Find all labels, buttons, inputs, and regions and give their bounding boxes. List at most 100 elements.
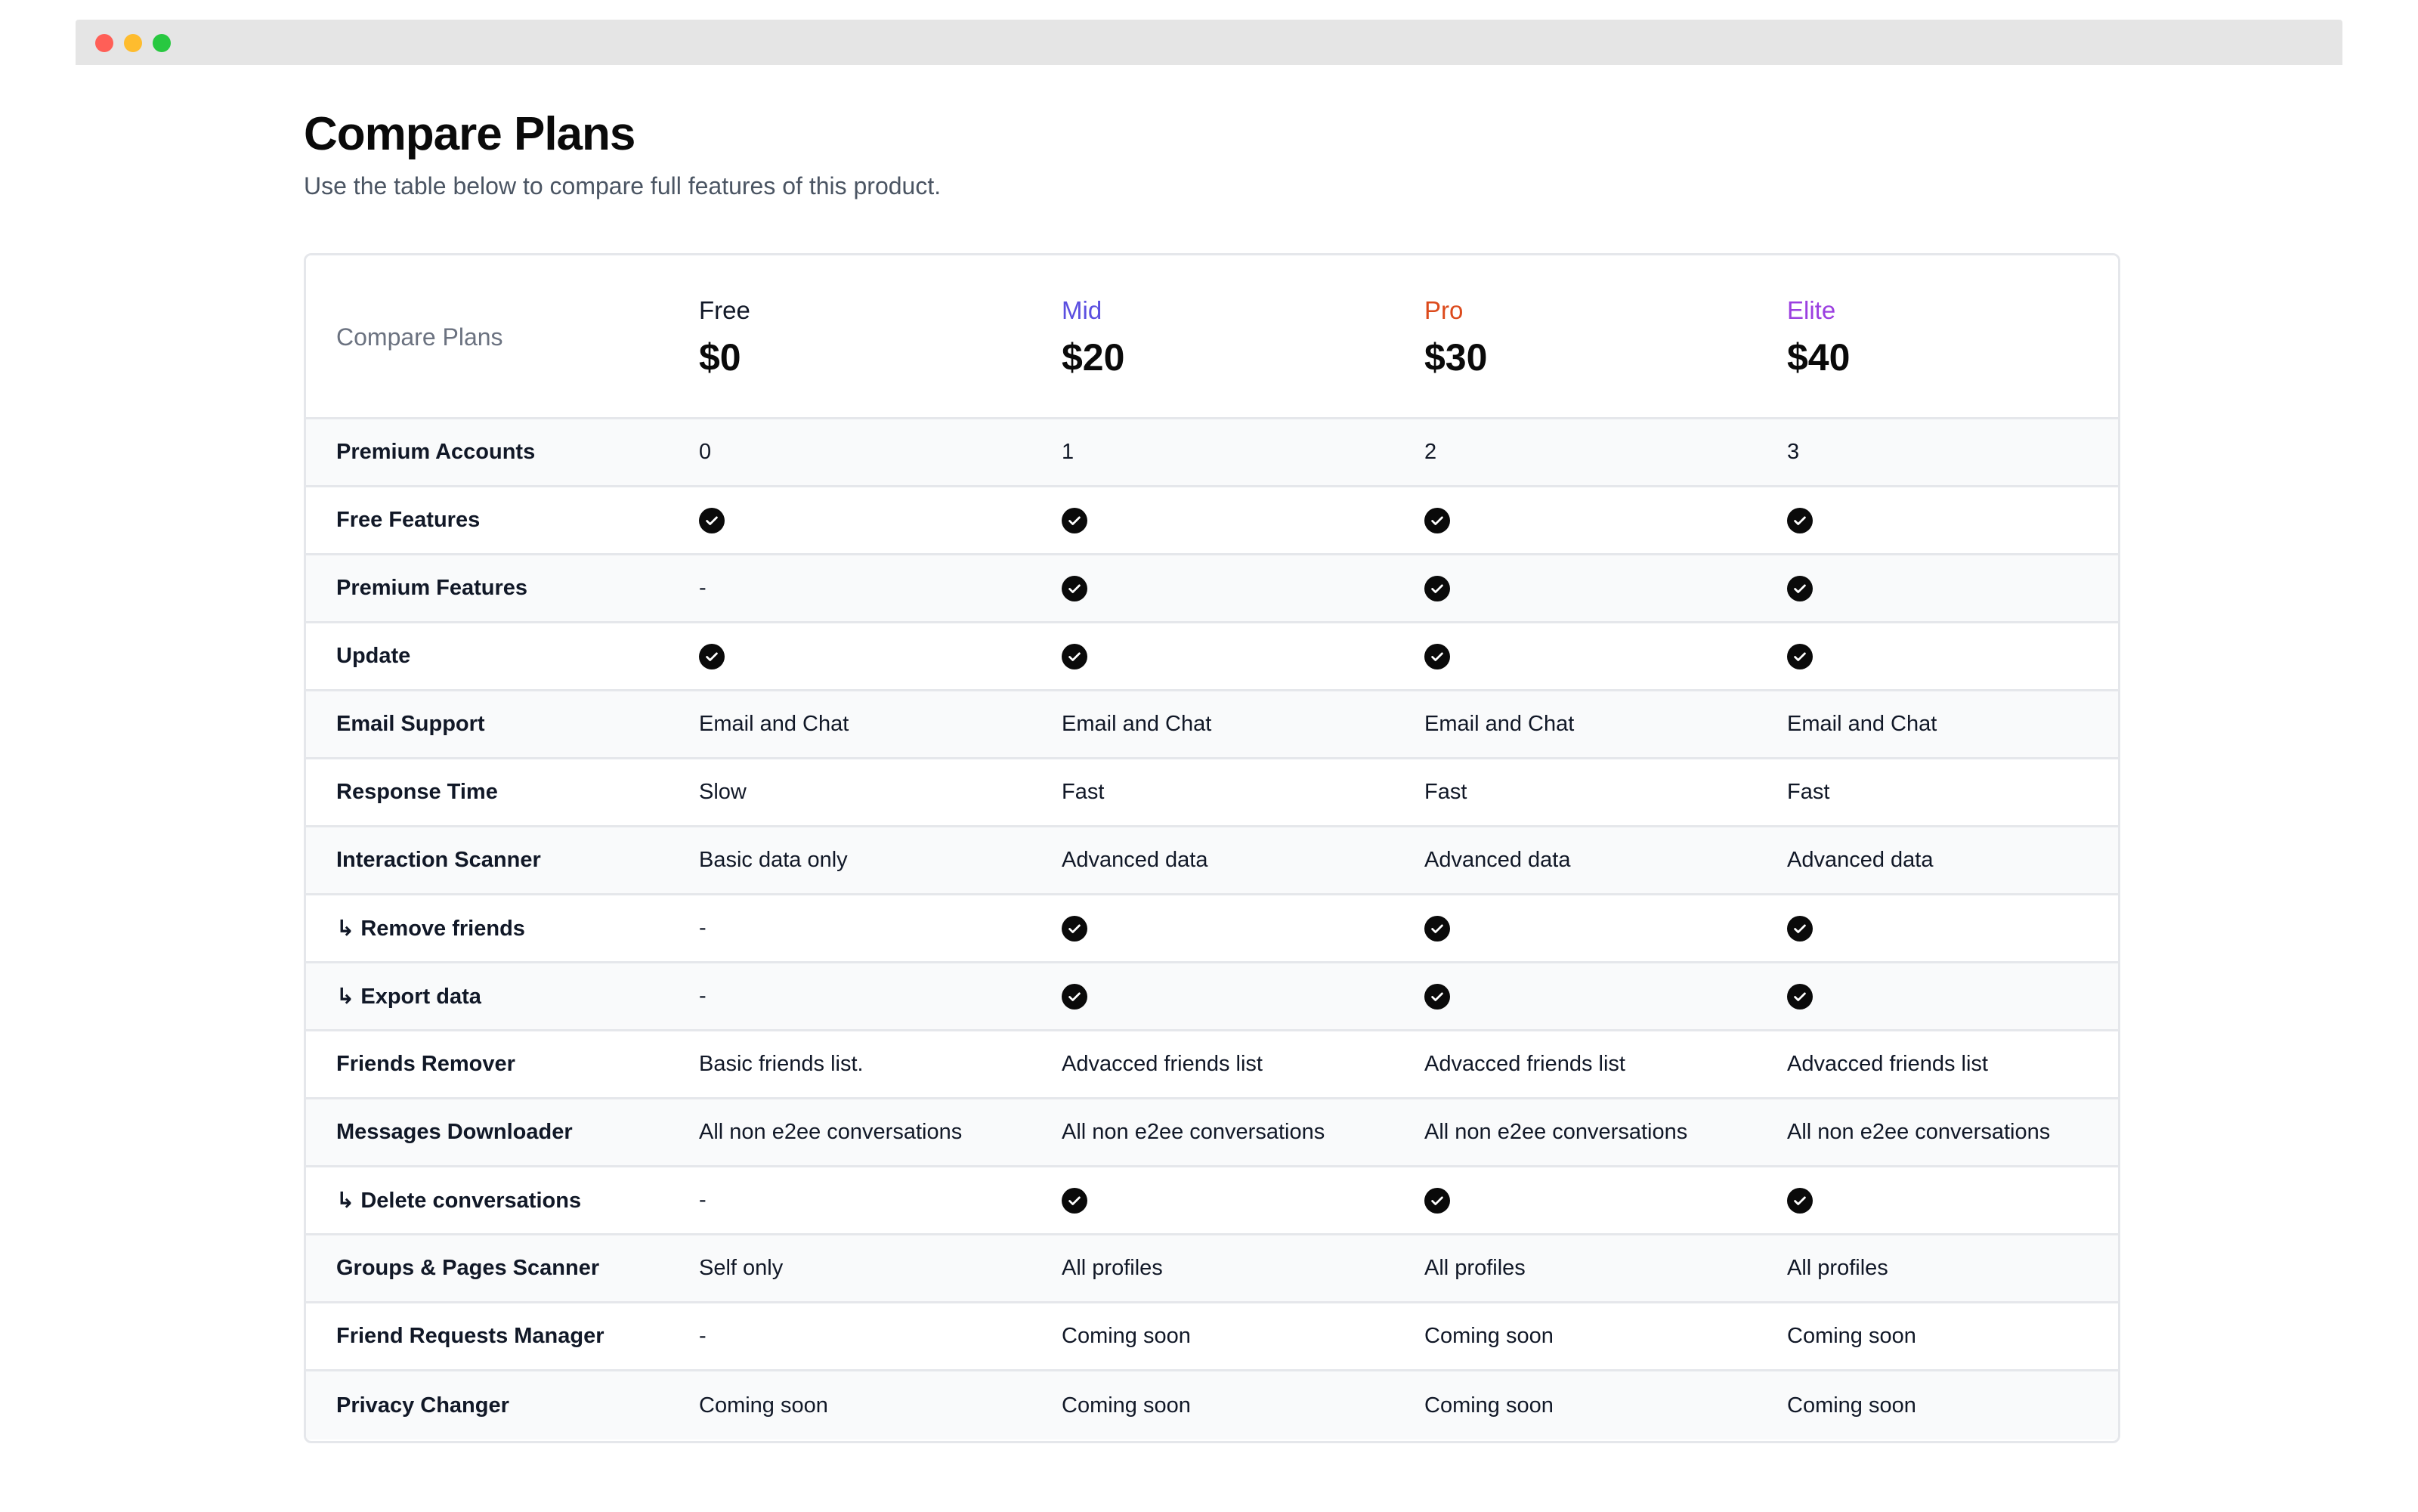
page-title: Compare Plans xyxy=(304,108,635,160)
feature-cell-value: Email and Chat xyxy=(1424,712,1575,736)
feature-cell-value: - xyxy=(699,1188,707,1212)
table-row: Premium Features - xyxy=(306,555,2118,623)
check-circle-icon xyxy=(1787,507,1813,533)
feature-cell-value: - xyxy=(699,916,707,940)
close-window-icon[interactable] xyxy=(95,34,113,52)
feature-cell-included xyxy=(1062,555,1087,621)
feature-cell-value: Coming soon xyxy=(1062,1324,1191,1348)
maximize-window-icon[interactable] xyxy=(153,34,171,52)
check-circle-icon xyxy=(1787,915,1813,942)
feature-cell-value: Fast xyxy=(1062,780,1105,804)
feature-cell-included xyxy=(1062,1167,1087,1233)
feature-cell-value: Email and Chat xyxy=(1062,712,1212,736)
plan-price: $0 xyxy=(699,336,741,379)
table-row: Free Features xyxy=(306,487,2118,555)
check-circle-icon xyxy=(1787,983,1813,1010)
table-row: ↳ Export data - xyxy=(306,963,2118,1031)
feature-cell-included xyxy=(1787,895,1813,961)
check-circle-icon xyxy=(1424,575,1450,601)
feature-cell-value: Self only xyxy=(699,1256,784,1280)
plan-price: $40 xyxy=(1787,336,1851,379)
feature-cell-included xyxy=(1062,895,1087,961)
feature-cell-included xyxy=(1424,623,1450,689)
feature-cell-value: Coming soon xyxy=(1424,1393,1554,1418)
feature-cell-value: Slow xyxy=(699,780,747,804)
feature-cell-value: 0 xyxy=(699,440,712,464)
table-row: Friend Requests Manager - Coming soon Comin… xyxy=(306,1303,2118,1371)
feature-label: Interaction Scanner xyxy=(336,848,541,872)
feature-label: Friends Remover xyxy=(336,1052,515,1076)
check-circle-icon xyxy=(1424,643,1450,669)
check-circle-icon xyxy=(1787,1187,1813,1214)
feature-cell-included xyxy=(1424,895,1450,961)
plan-name: Mid xyxy=(1062,296,1102,324)
window-title-bar xyxy=(76,20,2342,65)
check-circle-icon xyxy=(1787,643,1813,669)
feature-cell-value: All profiles xyxy=(1787,1256,1888,1280)
feature-cell-value: Advacced friends list xyxy=(1787,1052,1988,1076)
table-header: Compare Plans Free $0 Mid $20 Pro $30 El… xyxy=(306,255,2118,419)
feature-cell-included xyxy=(1787,487,1813,553)
feature-cell-value: - xyxy=(699,1324,707,1348)
feature-cell-value: Email and Chat xyxy=(699,712,849,736)
feature-cell-value: Advacced friends list xyxy=(1424,1052,1625,1076)
feature-label: Response Time xyxy=(336,780,498,804)
check-circle-icon xyxy=(1062,507,1087,533)
check-circle-icon xyxy=(1062,983,1087,1010)
check-circle-icon xyxy=(1062,575,1087,601)
feature-cell-included xyxy=(1062,487,1087,553)
minimize-window-icon[interactable] xyxy=(124,34,142,52)
feature-cell-included xyxy=(1787,555,1813,621)
table-row: Messages Downloader All non e2ee conversa… xyxy=(306,1099,2118,1167)
feature-cell-value: All non e2ee conversations xyxy=(1424,1120,1688,1144)
plan-name: Free xyxy=(699,296,750,324)
feature-cell-value: Coming soon xyxy=(1062,1393,1191,1418)
check-circle-icon xyxy=(699,643,725,669)
table-row: ↳ Remove friends - xyxy=(306,895,2118,963)
feature-cell-value: All profiles xyxy=(1062,1256,1163,1280)
feature-cell-value: Email and Chat xyxy=(1787,712,1937,736)
table-row: Response Time Slow Fast Fast Fast xyxy=(306,759,2118,827)
feature-cell-included xyxy=(1062,623,1087,689)
feature-label: Free Features xyxy=(336,508,481,532)
feature-cell-included xyxy=(1424,555,1450,621)
feature-cell-included xyxy=(1424,487,1450,553)
feature-label: Friend Requests Manager xyxy=(336,1324,604,1348)
feature-cell-value: Advanced data xyxy=(1424,848,1571,872)
feature-cell-value: 1 xyxy=(1062,440,1074,464)
table-row: Premium Accounts 0 1 2 3 xyxy=(306,419,2118,487)
table-row: Interaction Scanner Basic data only Advanc… xyxy=(306,827,2118,895)
feature-cell-value: 3 xyxy=(1787,440,1800,464)
plan-free: Free $0 xyxy=(699,296,750,379)
feature-cell-value: Coming soon xyxy=(1424,1324,1554,1348)
page-subtitle: Use the table below to compare full feat… xyxy=(304,172,942,199)
plan-name: Elite xyxy=(1787,296,1836,324)
feature-label: ↳ Remove friends xyxy=(336,917,525,941)
feature-cell-value: - xyxy=(699,576,707,600)
feature-label: ↳ Export data xyxy=(336,985,481,1009)
plan-elite: Elite $40 xyxy=(1787,296,1850,379)
feature-cell-value: Coming soon xyxy=(1787,1393,1916,1418)
feature-label: Premium Features xyxy=(336,576,528,600)
check-circle-icon xyxy=(1424,983,1450,1010)
feature-cell-included xyxy=(699,623,725,689)
feature-cell-value: - xyxy=(699,984,707,1008)
plan-price: $30 xyxy=(1424,336,1488,379)
check-circle-icon xyxy=(1424,1187,1450,1214)
feature-cell-value: Coming soon xyxy=(1787,1324,1916,1348)
feature-cell-included xyxy=(1787,1167,1813,1233)
feature-label: Update xyxy=(336,644,411,668)
plan-price: $20 xyxy=(1062,336,1125,379)
feature-cell-value: Fast xyxy=(1787,780,1830,804)
feature-label: Messages Downloader xyxy=(336,1120,573,1144)
check-circle-icon xyxy=(699,507,725,533)
feature-cell-value: All non e2ee conversations xyxy=(699,1120,963,1144)
table-row: Groups & Pages Scanner Self only All profi… xyxy=(306,1235,2118,1303)
check-circle-icon xyxy=(1424,915,1450,942)
feature-cell-value: All non e2ee conversations xyxy=(1787,1120,2051,1144)
feature-label: ↳ Delete conversations xyxy=(336,1189,582,1213)
header-label: Compare Plans xyxy=(336,323,503,351)
feature-cell-value: Advanced data xyxy=(1787,848,1934,872)
feature-label: Email Support xyxy=(336,712,485,736)
feature-cell-value: All profiles xyxy=(1424,1256,1526,1280)
